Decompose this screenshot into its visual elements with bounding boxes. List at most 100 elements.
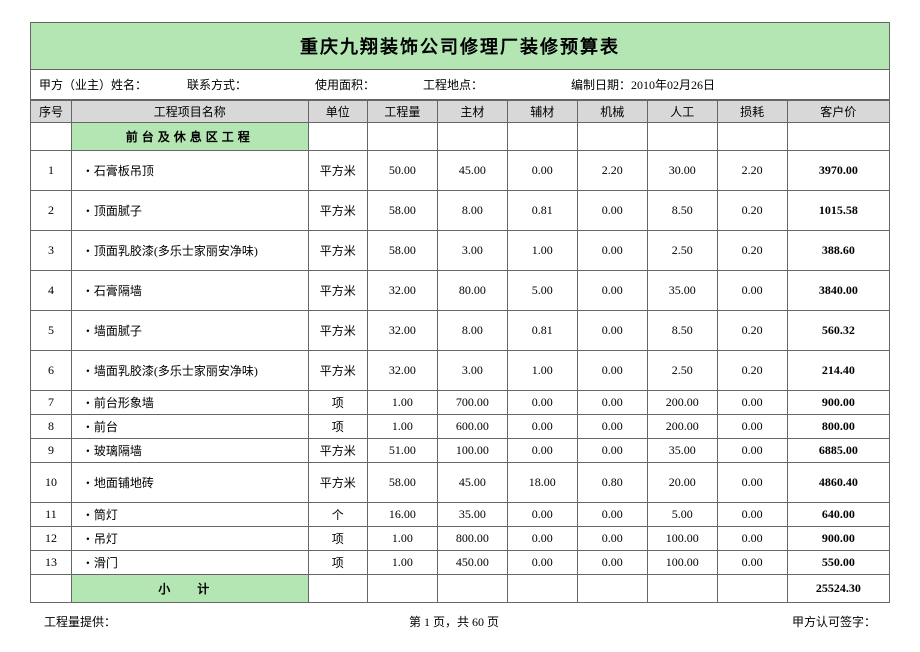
cell-labor: 30.00 bbox=[647, 151, 717, 191]
table-row: 4・石膏隔墙平方米32.0080.005.000.0035.000.003840… bbox=[31, 271, 890, 311]
hdr-price: 客户价 bbox=[787, 101, 889, 123]
cell-loss: 0.00 bbox=[717, 271, 787, 311]
table-row: 13・滑门项1.00450.000.000.00100.000.00550.00 bbox=[31, 551, 890, 575]
cell-seq: 3 bbox=[31, 231, 72, 271]
cell-price: 4860.40 bbox=[787, 463, 889, 503]
cell-name: ・顶面乳胶漆(多乐士家丽安净味) bbox=[71, 231, 308, 271]
cell-main: 3.00 bbox=[437, 351, 507, 391]
cell-seq: 5 bbox=[31, 311, 72, 351]
cell-price: 900.00 bbox=[787, 527, 889, 551]
cell-main: 45.00 bbox=[437, 463, 507, 503]
cell-labor: 2.50 bbox=[647, 351, 717, 391]
subtotal-row: 小 计 25524.30 bbox=[31, 575, 890, 603]
table-row: 6・墙面乳胶漆(多乐士家丽安净味)平方米32.003.001.000.002.5… bbox=[31, 351, 890, 391]
cell-name: ・顶面腻子 bbox=[71, 191, 308, 231]
budget-sheet: 重庆九翔装饰公司修理厂装修预算表 甲方（业主）姓名： 联系方式： 使用面积： 工… bbox=[30, 22, 890, 630]
cell-main: 450.00 bbox=[437, 551, 507, 575]
hdr-seq: 序号 bbox=[31, 101, 72, 123]
table-row: 2・顶面腻子平方米58.008.000.810.008.500.201015.5… bbox=[31, 191, 890, 231]
cell-aux: 0.00 bbox=[507, 151, 577, 191]
cell-loss: 0.20 bbox=[717, 311, 787, 351]
cell-seq: 13 bbox=[31, 551, 72, 575]
cell-loss: 0.20 bbox=[717, 191, 787, 231]
cell-name: ・前台形象墙 bbox=[71, 391, 308, 415]
cell-loss: 0.20 bbox=[717, 351, 787, 391]
cell-mach: 0.00 bbox=[577, 391, 647, 415]
cell-seq: 11 bbox=[31, 503, 72, 527]
cell-labor: 35.00 bbox=[647, 271, 717, 311]
cell-price: 560.32 bbox=[787, 311, 889, 351]
hdr-unit: 单位 bbox=[308, 101, 367, 123]
table-row: 10・地面铺地砖平方米58.0045.0018.000.8020.000.004… bbox=[31, 463, 890, 503]
cell-main: 8.00 bbox=[437, 311, 507, 351]
page-footer: 工程量提供： 第 1 页，共 60 页 甲方认可签字： bbox=[30, 603, 890, 630]
cell-name: ・筒灯 bbox=[71, 503, 308, 527]
cell-mach: 0.80 bbox=[577, 463, 647, 503]
cell-price: 3840.00 bbox=[787, 271, 889, 311]
cell-seq: 2 bbox=[31, 191, 72, 231]
footer-left: 工程量提供： bbox=[44, 613, 116, 630]
cell-mach: 0.00 bbox=[577, 503, 647, 527]
cell-labor: 8.50 bbox=[647, 311, 717, 351]
cell-price: 3970.00 bbox=[787, 151, 889, 191]
hdr-qty: 工程量 bbox=[367, 101, 437, 123]
cell-price: 6885.00 bbox=[787, 439, 889, 463]
section-title: 前台及休息区工程 bbox=[71, 123, 308, 151]
cell-labor: 200.00 bbox=[647, 415, 717, 439]
cell-price: 800.00 bbox=[787, 415, 889, 439]
cell-name: ・玻璃隔墙 bbox=[71, 439, 308, 463]
cell-qty: 1.00 bbox=[367, 527, 437, 551]
cell-qty: 1.00 bbox=[367, 415, 437, 439]
cell-main: 800.00 bbox=[437, 527, 507, 551]
cell-unit: 平方米 bbox=[308, 463, 367, 503]
header-row: 序号 工程项目名称 单位 工程量 主材 辅材 机械 人工 损耗 客户价 bbox=[31, 101, 890, 123]
cell-price: 550.00 bbox=[787, 551, 889, 575]
table-row: 9・玻璃隔墙平方米51.00100.000.000.0035.000.00688… bbox=[31, 439, 890, 463]
meta-row: 甲方（业主）姓名： 联系方式： 使用面积： 工程地点： 编制日期：2010年02… bbox=[30, 70, 890, 100]
hdr-labor: 人工 bbox=[647, 101, 717, 123]
document-title: 重庆九翔装饰公司修理厂装修预算表 bbox=[30, 22, 890, 70]
hdr-mach: 机械 bbox=[577, 101, 647, 123]
cell-aux: 0.81 bbox=[507, 311, 577, 351]
cell-unit: 项 bbox=[308, 527, 367, 551]
cell-unit: 平方米 bbox=[308, 271, 367, 311]
cell-main: 100.00 bbox=[437, 439, 507, 463]
footer-center: 第 1 页，共 60 页 bbox=[409, 613, 499, 630]
cell-loss: 0.20 bbox=[717, 231, 787, 271]
footer-right: 甲方认可签字： bbox=[792, 613, 876, 630]
subtotal-label: 小 计 bbox=[71, 575, 308, 603]
cell-labor: 35.00 bbox=[647, 439, 717, 463]
cell-main: 3.00 bbox=[437, 231, 507, 271]
hdr-main: 主材 bbox=[437, 101, 507, 123]
cell-seq: 7 bbox=[31, 391, 72, 415]
cell-aux: 18.00 bbox=[507, 463, 577, 503]
cell-price: 214.40 bbox=[787, 351, 889, 391]
subtotal-price: 25524.30 bbox=[787, 575, 889, 603]
cell-aux: 1.00 bbox=[507, 351, 577, 391]
cell-unit: 平方米 bbox=[308, 439, 367, 463]
cell-seq: 1 bbox=[31, 151, 72, 191]
cell-loss: 0.00 bbox=[717, 527, 787, 551]
cell-qty: 32.00 bbox=[367, 271, 437, 311]
cell-seq: 10 bbox=[31, 463, 72, 503]
cell-name: ・滑门 bbox=[71, 551, 308, 575]
cell-main: 700.00 bbox=[437, 391, 507, 415]
cell-qty: 32.00 bbox=[367, 351, 437, 391]
cell-unit: 项 bbox=[308, 391, 367, 415]
cell-qty: 50.00 bbox=[367, 151, 437, 191]
cell-loss: 2.20 bbox=[717, 151, 787, 191]
cell-unit: 平方米 bbox=[308, 311, 367, 351]
cell-main: 80.00 bbox=[437, 271, 507, 311]
cell-seq: 4 bbox=[31, 271, 72, 311]
cell-labor: 20.00 bbox=[647, 463, 717, 503]
cell-aux: 0.81 bbox=[507, 191, 577, 231]
cell-unit: 个 bbox=[308, 503, 367, 527]
meta-area: 使用面积： bbox=[315, 76, 415, 93]
cell-labor: 100.00 bbox=[647, 527, 717, 551]
cell-unit: 项 bbox=[308, 551, 367, 575]
cell-aux: 0.00 bbox=[507, 391, 577, 415]
cell-mach: 0.00 bbox=[577, 439, 647, 463]
cell-qty: 1.00 bbox=[367, 551, 437, 575]
table-row: 11・筒灯个16.0035.000.000.005.000.00640.00 bbox=[31, 503, 890, 527]
hdr-aux: 辅材 bbox=[507, 101, 577, 123]
